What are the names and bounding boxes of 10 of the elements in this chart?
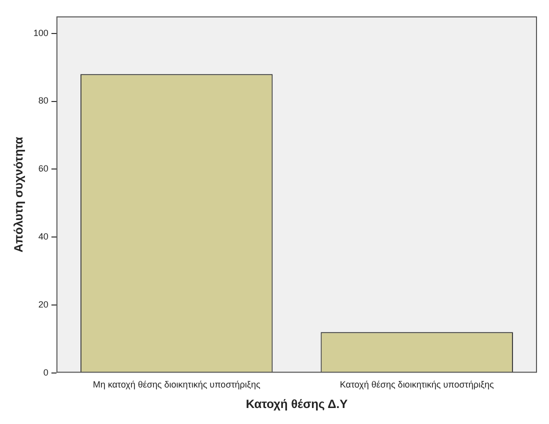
x-axis-title: Κατοχή θέσης Δ.Υ xyxy=(246,397,348,412)
y-tick-label: 20 xyxy=(38,299,48,310)
y-tick-label: 40 xyxy=(38,232,48,242)
y-tick-label: 60 xyxy=(38,164,48,174)
y-tick-label: 0 xyxy=(43,367,48,378)
x-tick-label: Μη κατοχή θέσης διοικητικής υποστήριξης xyxy=(92,380,261,390)
y-axis-title: Απόλυτη συχνότητα xyxy=(12,136,26,252)
x-tick-label: Κατοχή θέσης διοικητικής υποστήριξης xyxy=(340,380,494,390)
y-tick-label: 100 xyxy=(33,28,48,38)
y-tick-label: 80 xyxy=(38,96,48,106)
